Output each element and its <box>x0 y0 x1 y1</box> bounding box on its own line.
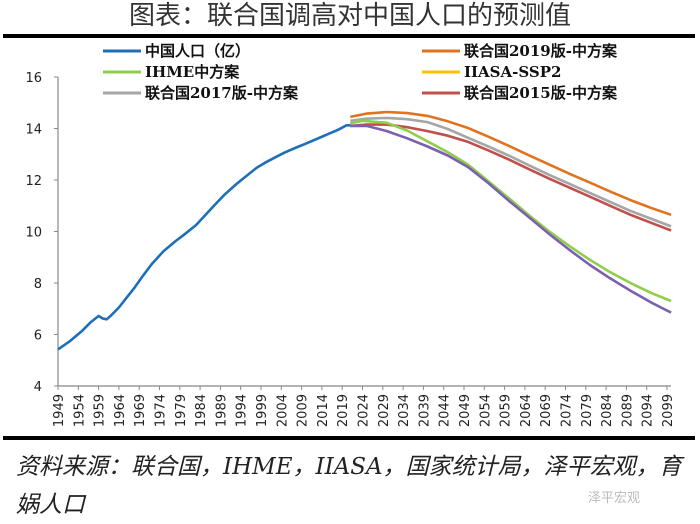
y-tick-label: 14 <box>25 123 42 138</box>
axes: 4 6 8 10 12 14 16 1949 1954 1959 1964 1969 1974 1979 1… <box>25 71 676 427</box>
x-tick-label: 2069 <box>539 394 554 427</box>
x-tick-label: 2079 <box>580 394 595 427</box>
legend: 中国人口（亿） 联合国2019版-中方案 IHME中方案 IIASA-SSP2 联合国2… <box>103 42 618 102</box>
series-line-5 <box>350 123 672 232</box>
x-tick-label: 1989 <box>214 394 229 427</box>
x-tick-label: 2024 <box>357 394 372 427</box>
x-tick-label: 1964 <box>113 394 128 427</box>
x-tick-label: 1969 <box>133 394 148 427</box>
legend-label: 联合国2019版-中方案 <box>464 42 618 60</box>
series-line-4 <box>350 116 672 228</box>
x-tick-label: 2089 <box>620 394 635 427</box>
x-tick-label: 2009 <box>296 394 311 427</box>
x-tick-label: 2064 <box>519 394 534 427</box>
x-tick-label: 1984 <box>194 394 209 427</box>
legend-label: 联合国2017版-中方案 <box>145 84 299 102</box>
legend-label: IIASA-SSP2 <box>464 63 561 81</box>
x-tick-label: 1994 <box>235 394 250 427</box>
series-line-1 <box>350 110 672 217</box>
x-tick-label: 2034 <box>397 394 412 427</box>
x-tick-label: 2029 <box>377 394 392 427</box>
x-tick-label: 2004 <box>275 394 290 427</box>
y-tick-label: 4 <box>34 380 42 395</box>
y-tick-label: 12 <box>25 174 42 189</box>
x-tick-label: 2084 <box>600 394 615 427</box>
legend-label: IHME中方案 <box>145 63 240 81</box>
y-tick-label: 16 <box>25 71 42 86</box>
y-tick-label: 10 <box>25 226 42 241</box>
series-line-0 <box>57 123 351 351</box>
watermark: 泽平宏观 <box>588 491 641 506</box>
x-tick-label: 2059 <box>499 394 514 427</box>
x-tick-label: 2074 <box>560 394 575 427</box>
y-tick-label: 8 <box>34 277 42 292</box>
chart-title: 图表：联合国调高对中国人口的预测值 <box>128 1 571 31</box>
series-line-3 <box>350 124 672 314</box>
line-chart: 4 6 8 10 12 14 16 1949 1954 1959 1964 1969 1974 1979 1… <box>25 42 676 427</box>
x-tick-label: 2049 <box>458 394 473 427</box>
series-lines <box>57 110 672 351</box>
x-tick-label: 1974 <box>154 394 169 427</box>
legend-label: 联合国2015版-中方案 <box>464 84 618 102</box>
x-tick-label: 2014 <box>316 394 331 427</box>
x-tick-label: 1959 <box>93 394 108 427</box>
x-tick-label: 1949 <box>52 394 67 427</box>
x-tick-label: 2019 <box>336 394 351 427</box>
bottom-rule <box>3 436 695 440</box>
x-tick-label: 2094 <box>641 394 656 427</box>
legend-label: 中国人口（亿） <box>145 42 250 60</box>
x-tick-label: 2099 <box>661 394 676 427</box>
series-line-2 <box>350 119 672 303</box>
x-tick-label: 1999 <box>255 394 270 427</box>
x-tick-label: 2044 <box>438 394 453 427</box>
x-tick-label: 1979 <box>174 394 189 427</box>
x-tick-label: 2054 <box>478 394 493 427</box>
y-tick-label: 6 <box>34 329 42 344</box>
x-tick-label: 2039 <box>417 394 432 427</box>
source-note: 资料来源：联合国，IHME，IIASA，国家统计局，泽平宏观，育娲人口 <box>16 454 682 518</box>
x-tick-label: 1954 <box>72 394 87 427</box>
top-rule <box>3 34 695 38</box>
